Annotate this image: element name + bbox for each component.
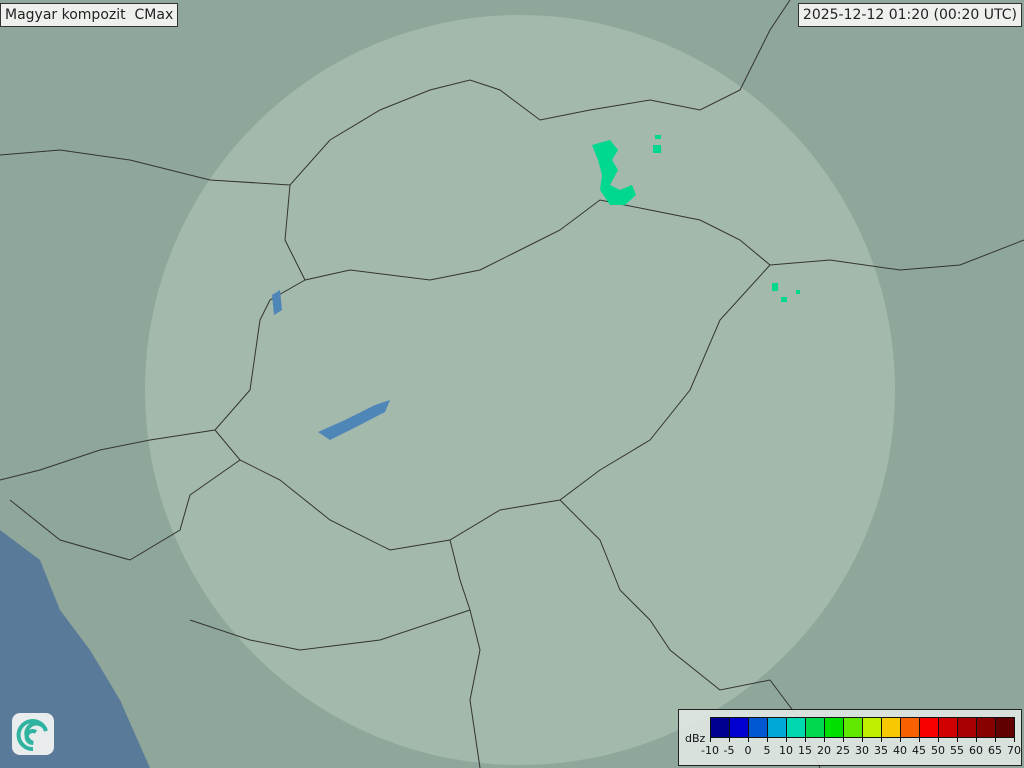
legend-unit: dBz [685, 732, 706, 745]
legend-tick-label: 40 [893, 744, 907, 757]
legend-color-cell [711, 718, 730, 737]
legend-color-bar [710, 717, 1015, 738]
legend-color-cell [749, 718, 768, 737]
legend-tick-label: 5 [763, 744, 771, 757]
legend-tick-mark [976, 737, 977, 742]
legend-color-cell [825, 718, 844, 737]
legend-tick-mark [767, 737, 768, 742]
dbz-legend: dBz -10 -5 0 5 10 15 20 25 30 35 40 45 50 55 60 65 70 [678, 709, 1022, 766]
legend-tick-mark [900, 737, 901, 742]
legend-tick-mark [881, 737, 882, 742]
radar-coverage-area [145, 15, 895, 765]
legend-color-cell [863, 718, 882, 737]
legend-tick-label: 0 [744, 744, 752, 757]
swirl-logo-icon [12, 713, 54, 755]
legend-tick-label: 65 [988, 744, 1002, 757]
legend-tick-mark [729, 737, 730, 742]
timestamp: 2025-12-12 01:20 (00:20 UTC) [797, 3, 1022, 27]
legend-tick-mark [1014, 737, 1015, 742]
legend-tick-mark [843, 737, 844, 742]
legend-color-cell [882, 718, 901, 737]
legend-tick-label: 70 [1007, 744, 1021, 757]
legend-tick-mark [957, 737, 958, 742]
legend-tick-label: 60 [969, 744, 983, 757]
legend-tick-label: 35 [874, 744, 888, 757]
adriatic-sea [0, 530, 150, 768]
legend-color-cell [787, 718, 806, 737]
legend-tick-label: 50 [931, 744, 945, 757]
legend-tick-mark [748, 737, 749, 742]
radar-echoes [592, 135, 800, 302]
legend-color-cell [958, 718, 977, 737]
legend-color-cell [730, 718, 749, 737]
legend-tick-mark [824, 737, 825, 742]
legend-color-cell [939, 718, 958, 737]
legend-color-cell [977, 718, 996, 737]
legend-tick-label: 25 [836, 744, 850, 757]
legend-color-cell [996, 718, 1014, 737]
lake-neusiedl [272, 290, 282, 315]
legend-tick-mark [919, 737, 920, 742]
legend-tick-mark [786, 737, 787, 742]
legend-tick-label: 10 [779, 744, 793, 757]
legend-tick-label: -10 [701, 744, 719, 757]
legend-tick-mark [805, 737, 806, 742]
product-title: Magyar kompozit CMax [0, 3, 179, 27]
legend-tick-label: 20 [817, 744, 831, 757]
legend-tick-mark [710, 737, 711, 742]
legend-color-cell [901, 718, 920, 737]
legend-tick-mark [938, 737, 939, 742]
legend-color-cell [844, 718, 863, 737]
legend-tick-label: 55 [950, 744, 964, 757]
legend-tick-mark [995, 737, 996, 742]
legend-tick-label: -5 [723, 744, 735, 757]
legend-tick-label: 15 [798, 744, 812, 757]
legend-tick-mark [862, 737, 863, 742]
legend-color-cell [920, 718, 939, 737]
legend-tick-label: 45 [912, 744, 926, 757]
legend-tick-label: 30 [855, 744, 869, 757]
legend-color-cell [768, 718, 787, 737]
lake-balaton [318, 400, 390, 440]
legend-color-cell [806, 718, 825, 737]
